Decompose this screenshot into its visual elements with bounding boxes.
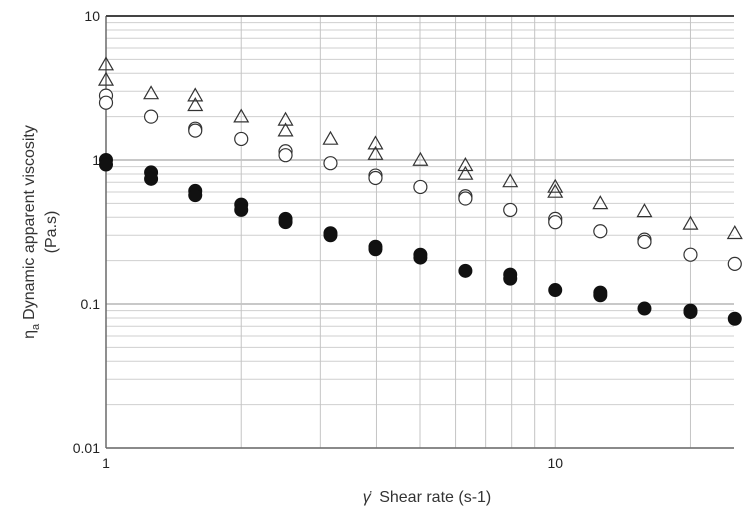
grid	[105, 16, 734, 449]
y-tick-label: 1	[92, 152, 100, 168]
series-circle-filled	[99, 153, 742, 326]
data-point-open-circle	[458, 191, 473, 206]
data-point-open-circle	[368, 170, 383, 186]
y-axis-title: ηa Dynamic apparent viscosity (Pa.s)	[21, 125, 60, 339]
data-point-triangle	[457, 165, 474, 180]
data-point-triangle	[187, 87, 204, 102]
data-point-open-circle	[188, 123, 203, 138]
svg-text:ηaDynamic apparent viscosity: ηa Dynamic apparent viscosity	[21, 125, 42, 339]
data-point-filled-circle	[144, 171, 159, 186]
data-point-filled-circle	[637, 301, 652, 316]
y-axis-label: Dynamic apparent viscosity	[21, 125, 38, 320]
data-point-filled-circle	[727, 311, 742, 326]
data-point-triangle	[502, 173, 519, 188]
data-point-open-circle	[637, 234, 652, 249]
data-point-triangle	[143, 85, 160, 100]
data-point-triangle	[547, 178, 564, 193]
data-point-open-circle	[413, 179, 428, 195]
data-point-open-circle	[323, 156, 338, 171]
data-point-open-circle	[98, 95, 114, 110]
tick-labels: 1 10 0.01 0.1 1 10	[73, 8, 563, 471]
data-point-triangle	[187, 97, 204, 112]
x-tick-label: 10	[547, 455, 563, 471]
data-point-triangle	[367, 145, 384, 160]
y-tick-label: 0.01	[73, 440, 100, 456]
data-point-triangle	[97, 56, 115, 71]
y-axis-unit: (Pa.s)	[43, 211, 60, 254]
data-point-triangle	[367, 135, 384, 150]
data-point-filled-circle	[234, 202, 249, 217]
y-tick-label: 10	[84, 8, 100, 24]
data-points	[97, 56, 743, 326]
data-point-filled-circle	[503, 271, 518, 286]
y-axis-symbol: η	[21, 330, 38, 339]
data-point-open-circle	[593, 224, 608, 239]
data-point-triangle	[726, 225, 743, 240]
data-point-open-circle	[143, 109, 159, 124]
series-triangle-open	[97, 56, 743, 240]
data-point-triangle	[277, 111, 294, 126]
data-point-triangle	[97, 71, 115, 86]
data-point-filled-circle	[368, 242, 383, 257]
data-point-open-circle	[503, 202, 518, 218]
data-point-triangle	[592, 195, 609, 210]
x-axis-title: γ̇ Shear rate (s-1)	[363, 489, 492, 506]
data-point-triangle	[233, 108, 250, 123]
data-point-open-circle	[548, 215, 563, 230]
data-point-filled-circle	[188, 188, 203, 203]
data-point-triangle	[682, 215, 699, 230]
data-point-filled-circle	[323, 228, 338, 243]
data-point-open-circle	[234, 131, 249, 147]
data-point-filled-circle	[548, 283, 563, 298]
data-point-triangle	[547, 183, 564, 198]
data-point-triangle	[636, 203, 653, 218]
y-tick-label: 0.1	[81, 296, 101, 312]
x-axis-symbol: γ̇	[363, 489, 372, 506]
data-point-open-circle	[727, 256, 742, 271]
data-point-filled-circle	[99, 157, 113, 172]
y-axis-subscript: a	[30, 323, 42, 330]
data-point-triangle	[457, 157, 474, 172]
data-point-filled-circle	[593, 288, 608, 303]
data-point-open-circle	[278, 148, 293, 163]
x-tick-label: 1	[102, 455, 110, 471]
data-point-triangle	[412, 151, 429, 166]
axes	[105, 15, 734, 449]
data-point-filled-circle	[278, 215, 293, 230]
data-point-triangle	[322, 130, 339, 145]
data-point-filled-circle	[413, 250, 428, 265]
data-point-filled-circle	[458, 263, 473, 278]
series-circle-open	[98, 88, 742, 271]
data-point-open-circle	[683, 247, 698, 262]
data-point-filled-circle	[683, 304, 698, 319]
data-point-triangle	[277, 122, 294, 137]
x-axis-label: Shear rate (s-1)	[379, 489, 491, 506]
